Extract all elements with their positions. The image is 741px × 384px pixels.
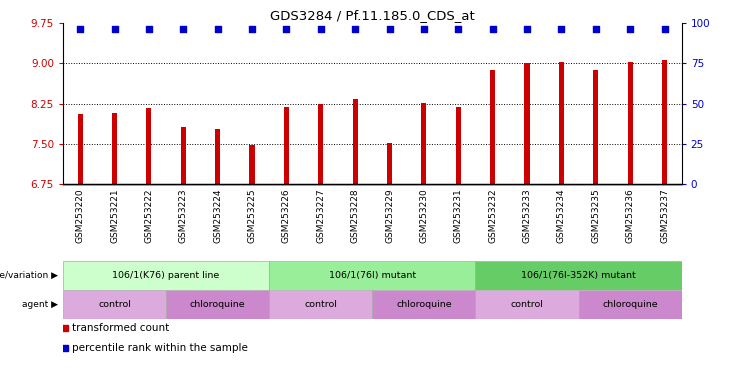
- Bar: [594, 70, 599, 184]
- Text: GSM253232: GSM253232: [488, 188, 497, 243]
- Point: [177, 26, 189, 33]
- Text: chloroquine: chloroquine: [396, 300, 452, 309]
- Point: [384, 26, 396, 33]
- Text: genotype/variation ▶: genotype/variation ▶: [0, 271, 58, 280]
- Bar: [284, 107, 289, 184]
- Bar: [353, 99, 358, 184]
- Text: GSM253221: GSM253221: [110, 188, 119, 243]
- Bar: [78, 114, 83, 184]
- Point: [246, 26, 258, 33]
- Bar: [318, 104, 323, 184]
- Text: 106/1(76I-352K) mutant: 106/1(76I-352K) mutant: [521, 271, 636, 280]
- Point: [590, 26, 602, 33]
- Bar: [63, 261, 269, 290]
- Text: GSM253225: GSM253225: [247, 188, 256, 243]
- Bar: [387, 143, 392, 184]
- Bar: [269, 290, 372, 319]
- Text: control: control: [305, 300, 337, 309]
- Bar: [476, 261, 682, 290]
- Text: GSM253233: GSM253233: [522, 188, 531, 243]
- Point: [281, 26, 293, 33]
- Bar: [456, 107, 461, 184]
- Bar: [525, 63, 530, 184]
- Bar: [579, 290, 682, 319]
- Point: [452, 26, 464, 33]
- Text: GSM253235: GSM253235: [591, 188, 600, 243]
- Text: GSM253229: GSM253229: [385, 188, 394, 243]
- Point: [212, 26, 224, 33]
- Text: GSM253228: GSM253228: [350, 188, 359, 243]
- Point: [315, 26, 327, 33]
- Bar: [628, 62, 633, 184]
- Text: GSM253230: GSM253230: [419, 188, 428, 243]
- Bar: [269, 261, 476, 290]
- Text: GSM253237: GSM253237: [660, 188, 669, 243]
- Text: GSM253234: GSM253234: [557, 188, 566, 243]
- Title: GDS3284 / Pf.11.185.0_CDS_at: GDS3284 / Pf.11.185.0_CDS_at: [270, 9, 475, 22]
- Point: [659, 26, 671, 33]
- Bar: [166, 290, 269, 319]
- Point: [109, 26, 121, 33]
- Bar: [422, 103, 427, 184]
- Text: transformed count: transformed count: [73, 323, 170, 333]
- Point: [487, 26, 499, 33]
- Text: percentile rank within the sample: percentile rank within the sample: [73, 343, 248, 353]
- Text: 106/1(76I) mutant: 106/1(76I) mutant: [329, 271, 416, 280]
- Text: GSM253227: GSM253227: [316, 188, 325, 243]
- Text: GSM253236: GSM253236: [625, 188, 634, 243]
- Bar: [215, 129, 220, 184]
- Text: control: control: [511, 300, 543, 309]
- Bar: [476, 290, 579, 319]
- Point: [521, 26, 533, 33]
- Point: [143, 26, 155, 33]
- Point: [624, 26, 636, 33]
- Text: 106/1(K76) parent line: 106/1(K76) parent line: [113, 271, 220, 280]
- Text: GSM253220: GSM253220: [76, 188, 84, 243]
- Text: chloroquine: chloroquine: [602, 300, 658, 309]
- Point: [418, 26, 430, 33]
- Text: GSM253224: GSM253224: [213, 188, 222, 243]
- Bar: [490, 70, 495, 184]
- Bar: [146, 108, 151, 184]
- Text: GSM253222: GSM253222: [144, 188, 153, 243]
- Bar: [112, 113, 117, 184]
- Point: [74, 26, 86, 33]
- Point: [349, 26, 361, 33]
- Text: agent ▶: agent ▶: [22, 300, 58, 309]
- Text: GSM253226: GSM253226: [282, 188, 291, 243]
- Text: GSM253231: GSM253231: [453, 188, 463, 243]
- Bar: [559, 62, 564, 184]
- Bar: [63, 290, 166, 319]
- Bar: [662, 60, 667, 184]
- Text: chloroquine: chloroquine: [190, 300, 245, 309]
- Bar: [250, 145, 255, 184]
- Text: control: control: [98, 300, 131, 309]
- Text: GSM253223: GSM253223: [179, 188, 187, 243]
- Point: [556, 26, 568, 33]
- Bar: [181, 127, 186, 184]
- Bar: [372, 290, 476, 319]
